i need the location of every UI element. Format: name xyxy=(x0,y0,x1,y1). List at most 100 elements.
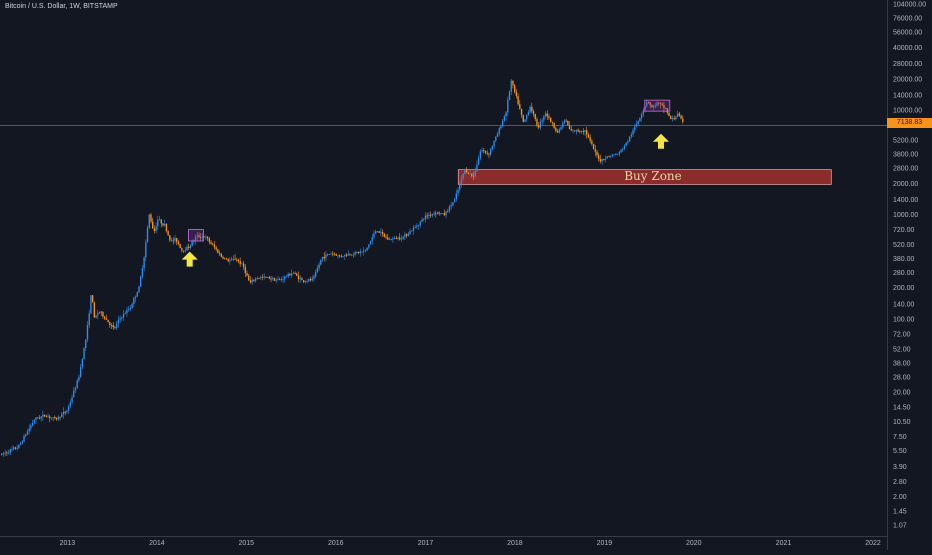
candle-body xyxy=(330,253,332,255)
candle-body xyxy=(296,273,298,276)
candle-body xyxy=(652,105,655,108)
candle-body xyxy=(62,411,65,415)
candle-body xyxy=(186,246,188,251)
candle-body xyxy=(628,136,631,142)
candle-body xyxy=(28,428,30,432)
price-tick-label: 40000.00 xyxy=(893,45,922,52)
candle-body xyxy=(287,273,289,277)
candle-body xyxy=(613,154,615,156)
candle-body xyxy=(91,295,94,303)
candle-body xyxy=(86,325,89,340)
candle-body xyxy=(69,402,72,407)
candle-body xyxy=(256,277,259,279)
candle-body xyxy=(150,214,152,222)
candle-body xyxy=(381,231,384,234)
candle-body xyxy=(155,226,157,231)
candle-body xyxy=(603,159,605,160)
candle-body xyxy=(16,447,18,449)
candle-body xyxy=(500,126,502,129)
candle-body xyxy=(450,205,452,207)
candle-body xyxy=(102,311,104,317)
candle-body xyxy=(421,219,423,222)
time-tick-label: 2016 xyxy=(328,540,344,547)
candle-body xyxy=(57,416,60,420)
candle-body xyxy=(544,113,547,117)
candle-body xyxy=(397,237,399,239)
candle-body xyxy=(512,80,514,86)
candle-body xyxy=(6,452,8,454)
candle-body xyxy=(615,154,617,156)
candle-body xyxy=(179,244,181,248)
candle-body xyxy=(270,278,272,280)
candle-body xyxy=(625,142,627,146)
candle-body xyxy=(42,414,44,417)
candle-body xyxy=(66,410,68,413)
last-price-badge: 7138.83 xyxy=(887,118,932,128)
candle-body xyxy=(206,236,209,239)
candle-body xyxy=(100,311,102,313)
candle-body xyxy=(661,103,663,105)
price-tick-label: 14000.00 xyxy=(893,93,922,100)
candle-body xyxy=(167,231,169,236)
candle-body xyxy=(43,414,46,417)
candle-body xyxy=(517,95,519,105)
candle-body xyxy=(218,252,221,254)
candle-body xyxy=(258,277,260,279)
candle-body xyxy=(417,225,420,227)
candle-body xyxy=(606,156,608,159)
price-tick-label: 200.00 xyxy=(893,285,915,292)
candle-body xyxy=(472,175,475,177)
price-tick-label: 520.00 xyxy=(893,242,915,249)
candle-body xyxy=(31,423,34,426)
candle-body xyxy=(335,254,337,256)
candle-body xyxy=(200,237,202,238)
candle-body xyxy=(230,259,233,261)
candle-body xyxy=(277,279,279,281)
candle-body xyxy=(369,240,372,245)
candle-body xyxy=(232,258,234,260)
candle-body xyxy=(582,131,584,133)
candle-body xyxy=(448,206,451,211)
candle-body xyxy=(632,130,634,135)
candle-body xyxy=(404,234,406,237)
price-tick-label: 3800.00 xyxy=(893,152,918,159)
candle-body xyxy=(524,119,526,122)
candle-body xyxy=(651,104,653,108)
candle-body xyxy=(134,296,137,299)
candle-body xyxy=(443,213,446,216)
candle-body xyxy=(33,420,35,423)
candle-body xyxy=(407,233,409,236)
candle-body xyxy=(201,236,204,238)
time-tick-label: 2013 xyxy=(60,540,76,547)
candle-body xyxy=(455,193,458,200)
candle-body xyxy=(608,156,610,158)
price-tick-label: 1.45 xyxy=(893,509,907,516)
candle-body xyxy=(558,129,560,133)
candle-body xyxy=(246,273,248,276)
candle-body xyxy=(555,127,557,131)
candle-body xyxy=(445,211,447,216)
candle-body xyxy=(174,238,176,241)
candle-body xyxy=(332,253,334,255)
time-tick-label: 2017 xyxy=(418,540,434,547)
candle-body xyxy=(285,276,288,278)
candle-body xyxy=(30,425,32,429)
candle-body xyxy=(4,452,6,454)
candle-body xyxy=(460,178,463,185)
candle-body xyxy=(529,106,531,113)
candle-body xyxy=(376,231,379,232)
candle-body xyxy=(538,125,540,128)
time-tick-label: 2022 xyxy=(865,540,881,547)
candle-body xyxy=(668,112,670,117)
candle-body xyxy=(83,347,85,360)
candle-body xyxy=(217,249,219,253)
time-tick-label: 2020 xyxy=(686,540,702,547)
price-tick-label: 14.50 xyxy=(893,404,911,411)
candle-body xyxy=(491,145,494,150)
range-box xyxy=(188,229,204,242)
candle-body xyxy=(306,281,308,282)
candle-body xyxy=(630,134,633,137)
candle-body xyxy=(345,254,348,256)
